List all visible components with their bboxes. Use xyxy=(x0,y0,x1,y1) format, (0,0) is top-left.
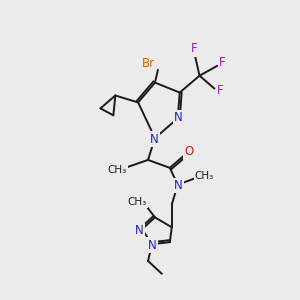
Text: CH₃: CH₃ xyxy=(128,196,147,206)
Text: Br: Br xyxy=(142,57,154,70)
Text: CH₃: CH₃ xyxy=(195,171,214,181)
Text: N: N xyxy=(135,224,143,237)
Text: N: N xyxy=(174,179,183,192)
Text: O: O xyxy=(184,146,193,158)
Text: N: N xyxy=(150,133,158,146)
Text: F: F xyxy=(219,56,226,69)
Text: N: N xyxy=(174,111,183,124)
Text: F: F xyxy=(191,42,198,56)
Text: CH₃: CH₃ xyxy=(108,165,127,175)
Text: F: F xyxy=(217,84,224,97)
Text: N: N xyxy=(148,238,156,252)
